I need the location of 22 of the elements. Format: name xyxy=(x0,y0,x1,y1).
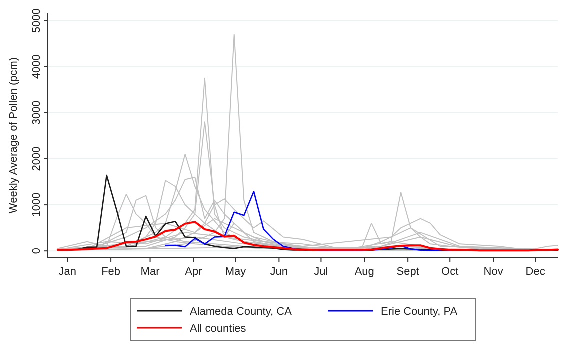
x-tick-label: Oct xyxy=(442,266,459,278)
x-tick-label: Jun xyxy=(270,266,288,278)
x-tick-label: Jan xyxy=(58,266,76,278)
legend-label: All counties xyxy=(190,323,247,335)
y-tick-label: 3000 xyxy=(31,100,43,126)
y-tick-label: 1000 xyxy=(31,192,43,218)
x-tick-label: May xyxy=(225,266,247,278)
x-tick-label: Apr xyxy=(185,266,203,278)
y-tick-label: 2000 xyxy=(31,146,43,172)
y-tick-label: 0 xyxy=(31,248,43,254)
x-tick-label: Sept xyxy=(396,266,420,278)
x-tick-label: Feb xyxy=(102,266,121,278)
y-tick-label: 5000 xyxy=(31,8,43,34)
x-tick-label: Mar xyxy=(140,266,160,278)
x-tick-label: Aug xyxy=(354,266,374,278)
y-tick-label: 4000 xyxy=(31,54,43,80)
y-axis-title: Weekly Average of Pollen (pcm) xyxy=(8,57,20,214)
x-tick-label: Nov xyxy=(484,266,504,278)
legend-label: Erie County, PA xyxy=(381,306,458,318)
legend-label: Alameda County, CA xyxy=(190,306,293,318)
x-tick-label: Dec xyxy=(526,266,546,278)
x-tick-label: Jul xyxy=(314,266,328,278)
